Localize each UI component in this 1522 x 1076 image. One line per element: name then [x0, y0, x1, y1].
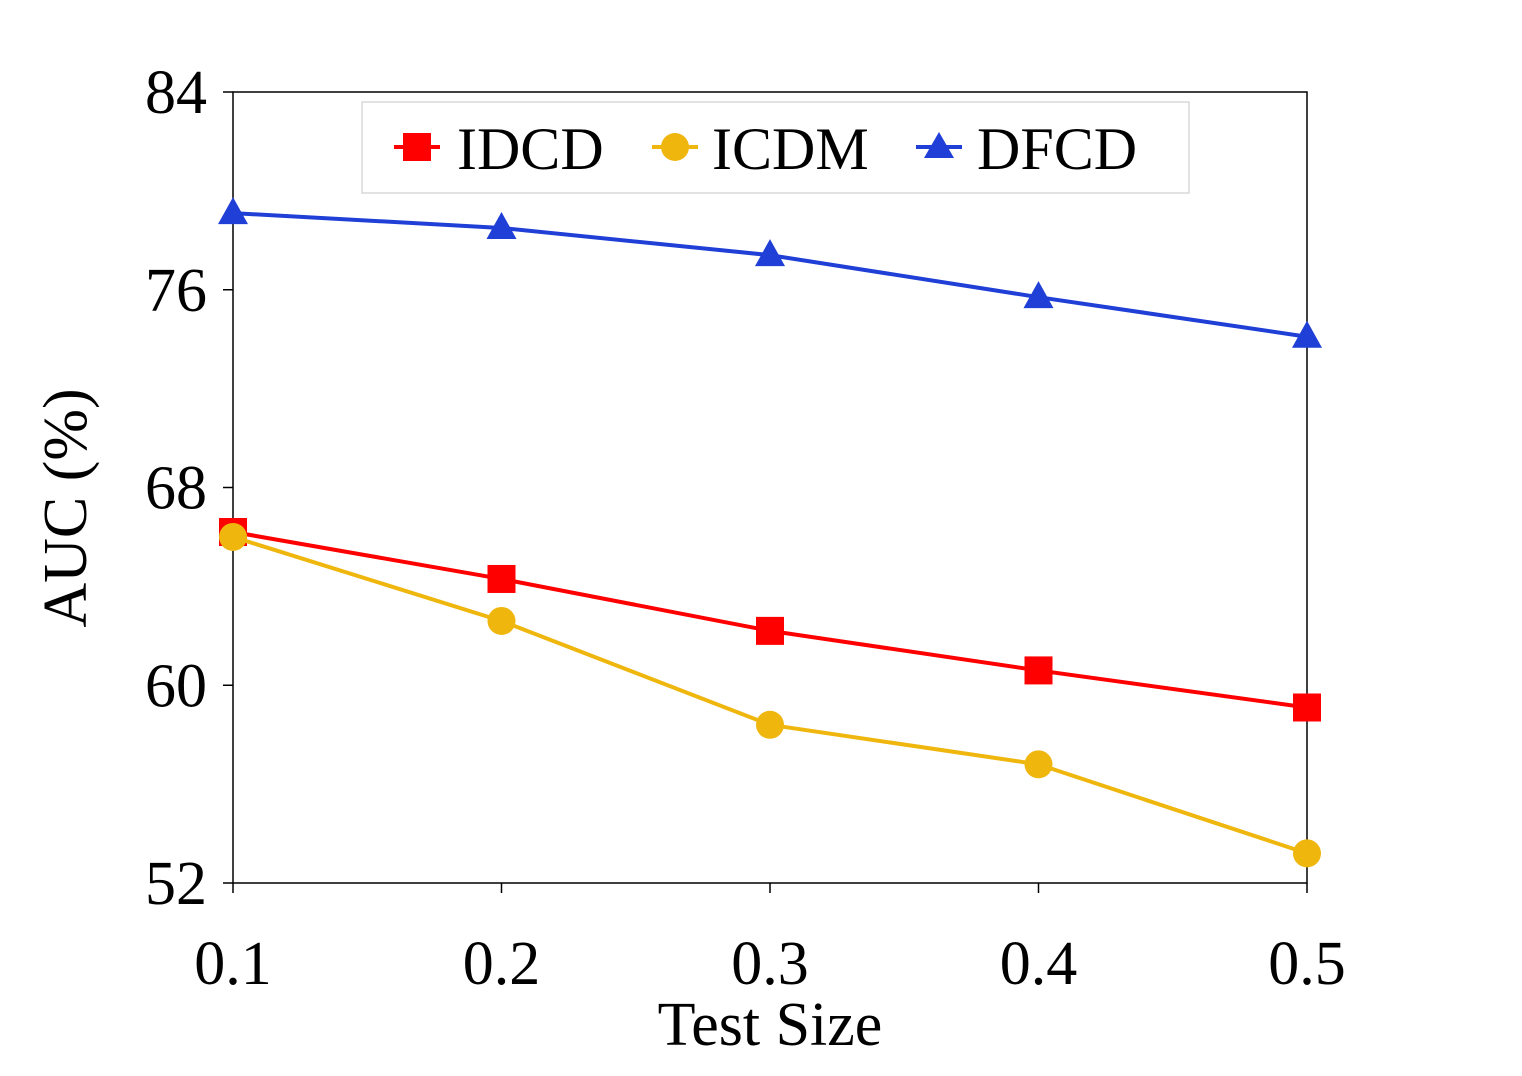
plot-frame	[232, 91, 1308, 884]
legend-marker-dfcd	[924, 132, 954, 158]
data-point-idcd	[756, 616, 784, 645]
series-line-icdm	[232, 535, 1308, 856]
legend-item-idcd: IDCD	[394, 116, 604, 182]
legend-marker-idcd	[403, 133, 431, 161]
data-point-idcd	[1024, 656, 1053, 685]
y-tick-label: 52	[145, 850, 207, 918]
y-tick-label: 84	[145, 59, 207, 127]
x-tick-label: 0.1	[194, 930, 272, 998]
y-axis-title: AUC (%)	[32, 388, 100, 627]
data-point-icdm	[487, 606, 516, 635]
x-tick-label: 0.4	[1000, 930, 1078, 998]
legend-marker-icdm	[661, 133, 689, 161]
x-axis-title: Test Size	[658, 991, 883, 1059]
data-point-icdm	[1024, 750, 1053, 779]
legend-label-idcd: IDCD	[457, 116, 604, 182]
y-tick-label: 60	[145, 652, 207, 720]
legend-item-icdm: ICDM	[652, 116, 869, 182]
axes: 52 60 68 76 84 0.1 0.2 0.3 0.4 0.5	[145, 59, 1346, 998]
legend-item-dfcd: DFCD	[916, 116, 1137, 182]
legend: IDCD ICDM DFCD	[361, 101, 1190, 194]
plot-area-border	[232, 91, 1308, 884]
data-point-icdm	[1293, 839, 1321, 868]
series-layer	[218, 197, 1322, 868]
x-tick-label: 0.2	[463, 930, 541, 998]
data-point-dfcd	[755, 239, 785, 267]
x-tick-label: 0.3	[731, 930, 809, 998]
legend-label-icdm: ICDM	[712, 116, 869, 182]
legend-box	[361, 101, 1190, 194]
data-point-dfcd	[486, 211, 517, 239]
data-point-icdm	[756, 710, 784, 739]
series-line-dfcd	[232, 211, 1308, 339]
y-tick-label: 68	[145, 455, 207, 523]
data-point-dfcd	[218, 197, 248, 225]
data-point-dfcd	[1023, 281, 1054, 309]
data-point-icdm	[219, 522, 247, 551]
y-tick-label: 76	[145, 257, 207, 325]
x-tick-label: 0.5	[1268, 930, 1346, 998]
data-point-idcd	[1293, 693, 1321, 722]
data-point-idcd	[487, 564, 516, 593]
legend-label-dfcd: DFCD	[977, 116, 1137, 182]
data-point-dfcd	[1292, 320, 1322, 348]
